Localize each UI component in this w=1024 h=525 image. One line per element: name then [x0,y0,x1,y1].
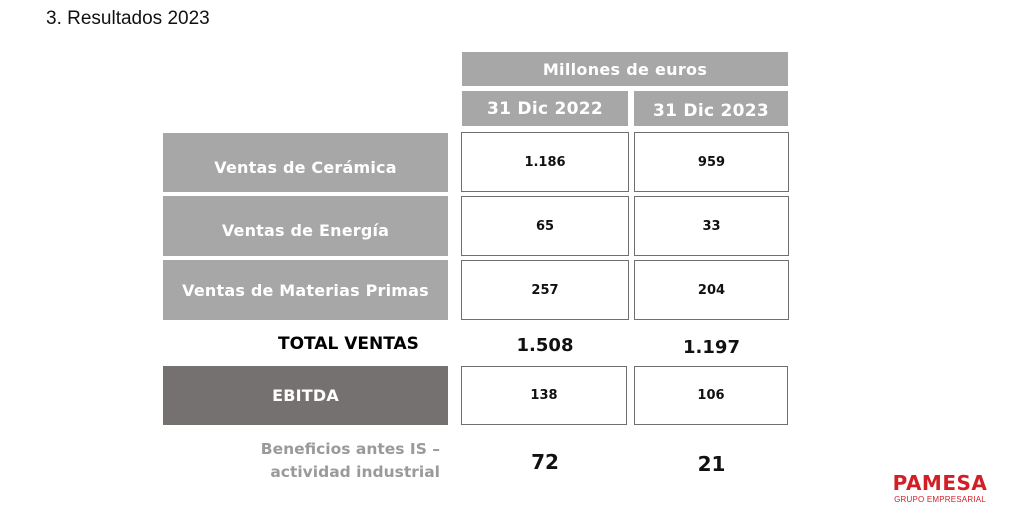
row-label-ebitda: EBITDA [163,366,448,425]
total-ventas-label: TOTAL VENTAS [278,334,419,354]
pamesa-logo: PAMESA [892,471,988,495]
total-ventas-2023: 1.197 [683,336,740,358]
column-header-2022: 31 Dic 2022 [462,91,628,126]
cell-ceramica-2022: 1.186 [461,132,629,192]
row-label-energia: Ventas de Energía [163,196,448,256]
bai-label-line2: actividad industrial [270,463,440,481]
units-header: Millones de euros [462,52,788,86]
total-ventas-2022: 1.508 [516,334,574,356]
cell-energia-2023: 33 [634,196,789,256]
bai-2023: 21 [697,452,726,476]
bai-2022: 72 [531,450,559,474]
cell-ceramica-2023: 959 [634,132,789,192]
cell-materias-primas-2022: 257 [461,260,629,320]
cell-energia-2022: 65 [461,196,629,256]
cell-materias-primas-2023: 204 [634,260,789,320]
row-label-ceramica: Ventas de Cerámica [163,133,448,192]
bai-label: Beneficios antes IS – actividad industri… [200,438,440,484]
row-label-materias-primas: Ventas de Materias Primas [163,260,448,320]
page-title: 3. Resultados 2023 [46,8,210,29]
pamesa-logo-tagline: GRUPO EMPRESARIAL [894,495,986,504]
cell-ebitda-2023: 106 [634,366,788,425]
cell-ebitda-2022: 138 [461,366,627,425]
bai-label-line1: Beneficios antes IS – [260,440,440,458]
column-header-2023: 31 Dic 2023 [634,91,788,126]
